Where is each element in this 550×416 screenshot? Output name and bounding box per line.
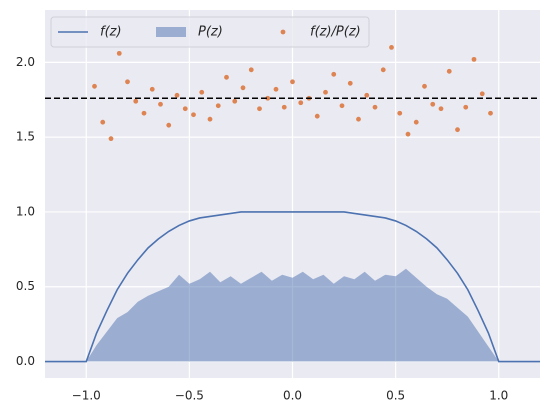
point — [158, 101, 163, 107]
point — [463, 104, 469, 110]
point — [331, 71, 337, 77]
point — [430, 101, 436, 107]
point — [215, 103, 221, 109]
y-tick-label: 0.0 — [16, 354, 35, 368]
y-tick-label: 0.5 — [16, 279, 35, 293]
legend-label: f(z) — [100, 25, 122, 40]
x-tick-label: −1.0 — [72, 389, 101, 403]
point — [133, 98, 139, 104]
point — [100, 119, 106, 125]
point — [240, 85, 246, 91]
y-tick-label: 1.5 — [16, 130, 35, 144]
x-tick-label: −0.5 — [175, 389, 204, 403]
point — [232, 98, 238, 104]
point — [125, 79, 130, 85]
point — [413, 119, 419, 125]
point — [92, 83, 97, 89]
point — [364, 92, 370, 98]
legend-point — [280, 29, 286, 35]
point — [488, 110, 493, 116]
x-tick-label: 0.5 — [386, 389, 405, 403]
point — [422, 83, 427, 89]
y-tick-label: 1.0 — [16, 204, 35, 218]
point — [265, 95, 271, 101]
point — [479, 91, 485, 97]
point — [108, 136, 114, 142]
x-tick-label: 1.0 — [489, 389, 508, 403]
point — [438, 106, 444, 112]
legend-area — [156, 27, 186, 37]
point — [207, 116, 213, 122]
point — [389, 44, 394, 50]
legend-label: f(z)/P(z) — [310, 25, 361, 40]
point — [191, 112, 196, 118]
point — [273, 86, 279, 92]
point — [248, 67, 254, 73]
line — [45, 211, 540, 363]
area — [45, 268, 540, 362]
point — [446, 68, 452, 74]
point — [257, 106, 262, 112]
point — [339, 103, 345, 109]
point — [323, 89, 328, 95]
point — [397, 110, 403, 116]
point — [455, 127, 460, 133]
point — [314, 113, 320, 119]
point — [298, 100, 304, 106]
point — [174, 92, 180, 98]
x-tick-label: 0.0 — [283, 389, 302, 403]
y-tick-label: 2.0 — [16, 55, 35, 69]
point — [281, 104, 287, 110]
point — [182, 106, 188, 112]
point — [199, 89, 205, 95]
point — [116, 50, 122, 56]
point — [372, 104, 378, 110]
legend-label: P(z) — [198, 25, 223, 40]
point — [290, 79, 295, 85]
point — [356, 116, 361, 122]
legend-box — [50, 16, 370, 48]
point — [166, 122, 172, 128]
point — [141, 110, 147, 116]
point — [347, 80, 353, 86]
point — [224, 74, 229, 80]
point — [149, 86, 155, 92]
point — [405, 131, 411, 137]
point — [471, 56, 477, 62]
point — [380, 67, 386, 73]
